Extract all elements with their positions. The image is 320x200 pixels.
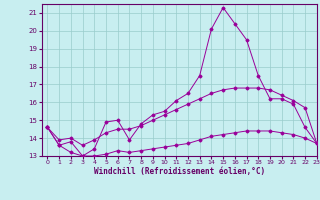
X-axis label: Windchill (Refroidissement éolien,°C): Windchill (Refroidissement éolien,°C) [94,167,265,176]
